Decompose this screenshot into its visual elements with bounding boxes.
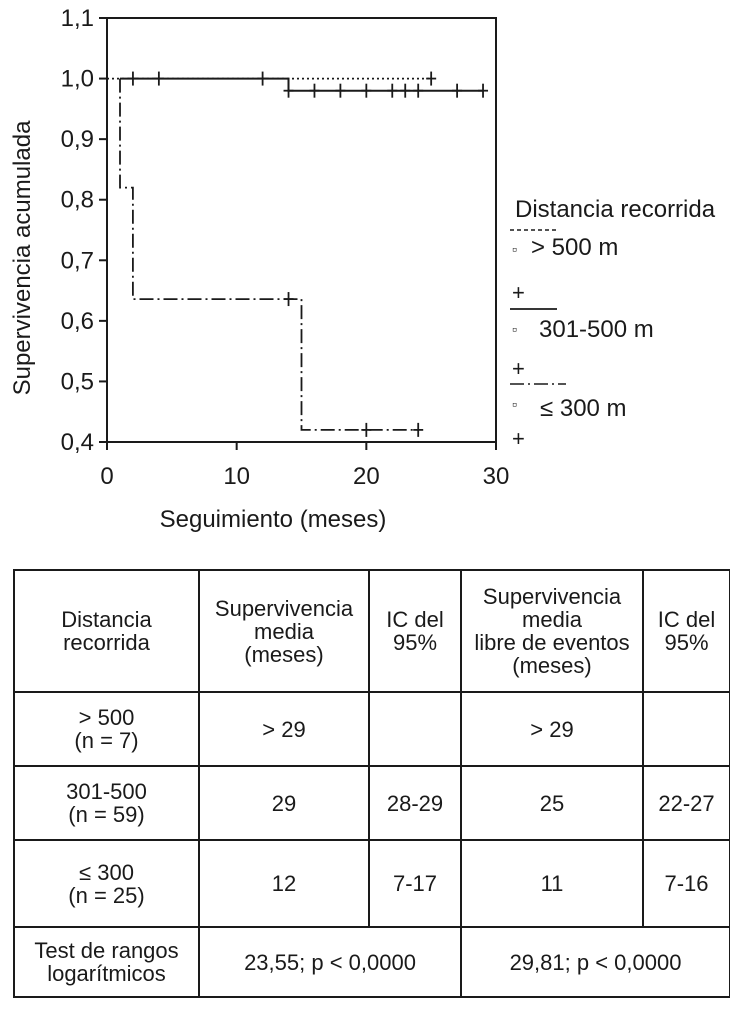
table-row-logrank: Test de rangos logarítmicos 23,55; p < 0,… [13, 926, 730, 998]
table-row: > 500 (n = 7) > 29 > 29 [13, 691, 730, 767]
y-tick-label: 0,8 [61, 187, 94, 214]
x-tick-label: 0 [100, 463, 113, 490]
plot-frame [106, 17, 497, 443]
cell-efs: > 29 [460, 691, 644, 767]
cell-logrank-label: Test de rangos logarítmicos [13, 926, 200, 998]
series-301-500-censor-mark [309, 83, 320, 98]
table-row: 301-500 (n = 59) 29 28-29 25 22-27 [13, 765, 730, 841]
series-301-500-censor-mark [400, 83, 411, 98]
cell-group: 301-500 (n = 59) [13, 765, 200, 841]
cell-surv: 12 [198, 839, 370, 928]
legend-censor-mark-gt500: + [512, 280, 525, 305]
header-ic1: IC del 95% [368, 569, 462, 693]
cell-ci2: 7-16 [642, 839, 730, 928]
cell-logrank-value1: 23,55; p < 0,0000 [198, 926, 462, 998]
x-axis-label: Seguimiento (meses) [160, 506, 387, 533]
axes: 0,4 0,5 0,6 0,7 0,8 0,9 1,0 1,1 0 10 20 30 [61, 5, 510, 490]
table-row: ≤ 300 (n = 25) 12 7-17 11 7-16 [13, 839, 730, 928]
series-301-500-censor-mark [413, 83, 424, 98]
header-distancia: Distancia recorrida [13, 569, 200, 693]
series-301-500-censor-mark [452, 83, 463, 98]
series-le300-censor-mark [283, 292, 294, 307]
series-le300-censor-mark [413, 422, 424, 437]
header-ic2: IC del 95% [642, 569, 730, 693]
series-301-500-line [120, 77, 483, 92]
cell-group: ≤ 300 (n = 25) [13, 839, 200, 928]
y-tick-label: 0,9 [61, 126, 94, 153]
series-301-500-censor-mark [153, 71, 164, 86]
series-le300-censor-mark [361, 422, 372, 437]
cell-logrank-value2: 29,81; p < 0,0000 [460, 926, 730, 998]
legend-square-icon: ▫ [512, 241, 517, 257]
y-tick-label: 1,1 [61, 5, 94, 32]
legend-label-le300: ≤ 300 m [540, 395, 627, 422]
cell-ci1: 28-29 [368, 765, 462, 841]
series-301-500-censor-mark [387, 83, 398, 98]
series-301-500-censor-mark [257, 71, 268, 86]
legend: Distancia recorrida ▫ > 500 m + ▫ 301-50… [510, 196, 716, 451]
y-tick-label: 0,6 [61, 308, 94, 335]
km-chart: 0,4 0,5 0,6 0,7 0,8 0,9 1,0 1,1 0 10 20 30 Superviv… [9, 5, 716, 533]
series-gt500-censor-mark [426, 71, 437, 86]
cell-efs: 25 [460, 765, 644, 841]
cell-ci2 [642, 691, 730, 767]
header-supervivencia: Supervivencia media (meses) [198, 569, 370, 693]
x-tick-label: 30 [483, 463, 510, 490]
header-supervivencia-libre: Supervivencia media libre de eventos (meses… [460, 569, 644, 693]
cell-ci1 [368, 691, 462, 767]
cell-ci2: 22-27 [642, 765, 730, 841]
cell-surv: > 29 [198, 691, 370, 767]
x-tick-label: 20 [353, 463, 380, 490]
cell-ci1: 7-17 [368, 839, 462, 928]
series-301-500-censor-mark [478, 83, 489, 98]
series-301-500-censor-mark [127, 71, 138, 86]
legend-title: Distancia recorrida [515, 196, 716, 223]
legend-square-icon: ▫ [512, 396, 517, 412]
cell-efs: 11 [460, 839, 644, 928]
cell-group: > 500 (n = 7) [13, 691, 200, 767]
y-tick-label: 1,0 [61, 66, 94, 93]
series-301-500-censor-mark [283, 83, 294, 98]
legend-label-301-500: 301-500 m [539, 316, 654, 343]
cell-surv: 29 [198, 765, 370, 841]
y-tick-label: 0,5 [61, 368, 94, 395]
table-header-row: Distancia recorrida Supervivencia media (me… [13, 569, 730, 693]
x-tick-label: 10 [223, 463, 250, 490]
stats-table: Distancia recorrida Supervivencia media (me… [13, 569, 730, 998]
legend-label-gt500: > 500 m [531, 234, 618, 261]
y-tick-label: 0,4 [61, 429, 94, 456]
y-tick-label: 0,7 [61, 247, 94, 274]
legend-censor-mark-301-500: + [512, 356, 525, 381]
plot-area [107, 71, 489, 437]
legend-censor-mark-le300: + [512, 426, 525, 451]
series-301-500-censor-mark [361, 83, 372, 98]
series-le300-line [119, 78, 419, 431]
y-axis-label: Supervivencia acumulada [9, 120, 36, 395]
legend-square-icon: ▫ [512, 321, 517, 337]
series-301-500-censor-mark [335, 83, 346, 98]
